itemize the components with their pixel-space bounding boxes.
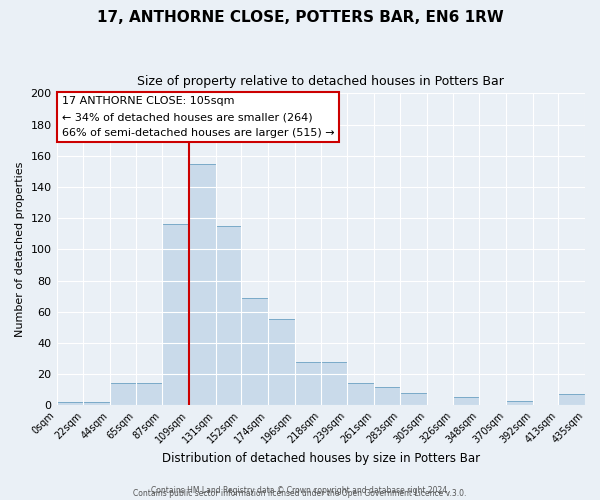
Bar [110,384,136,406]
Bar [374,386,400,406]
Bar [189,164,215,406]
Bar [136,384,162,406]
Bar [400,393,427,406]
Y-axis label: Number of detached properties: Number of detached properties [15,162,25,337]
Text: 17, ANTHORNE CLOSE, POTTERS BAR, EN6 1RW: 17, ANTHORNE CLOSE, POTTERS BAR, EN6 1RW [97,10,503,25]
X-axis label: Distribution of detached houses by size in Potters Bar: Distribution of detached houses by size … [162,452,480,465]
Bar [558,394,585,406]
Text: 17 ANTHORNE CLOSE: 105sqm
← 34% of detached houses are smaller (264)
66% of semi: 17 ANTHORNE CLOSE: 105sqm ← 34% of detac… [62,96,334,138]
Bar [295,362,322,406]
Title: Size of property relative to detached houses in Potters Bar: Size of property relative to detached ho… [137,75,504,88]
Bar [162,224,189,406]
Bar [215,226,241,406]
Bar [241,298,268,406]
Bar [83,402,110,406]
Bar [268,320,295,406]
Bar [322,362,347,406]
Bar [506,400,533,406]
Text: Contains public sector information licensed under the Open Government Licence v.: Contains public sector information licen… [133,488,467,498]
Bar [347,384,374,406]
Bar [56,402,83,406]
Bar [452,398,479,406]
Text: Contains HM Land Registry data © Crown copyright and database right 2024.: Contains HM Land Registry data © Crown c… [151,486,449,495]
